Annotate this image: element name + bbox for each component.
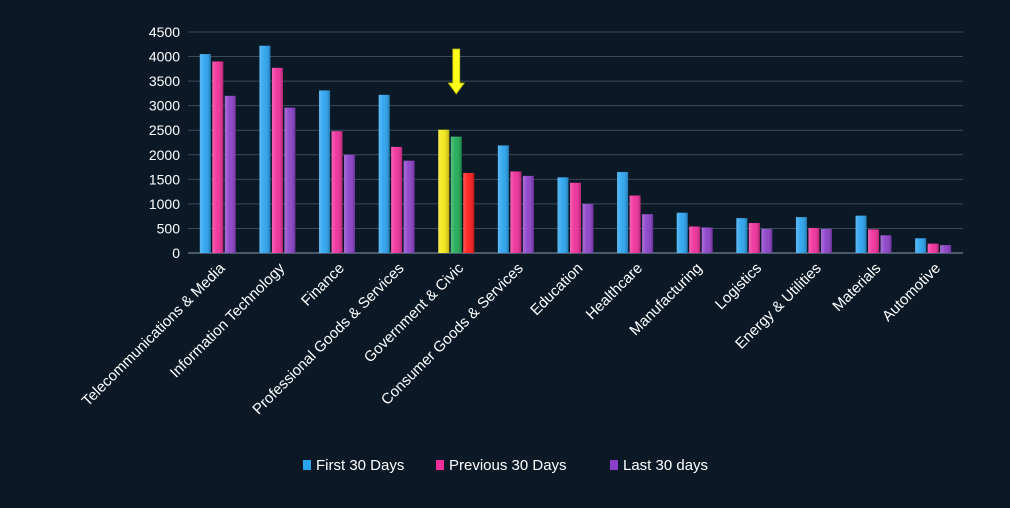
bar-shading [199,54,211,253]
legend-label: Last 30 days [623,457,708,474]
bar-shading [676,212,688,253]
x-tick-label: Automotive [879,260,944,325]
bar-shading [284,107,296,254]
bar-shading [915,238,927,253]
x-tick-label: Materials [829,260,884,315]
bar-shading [940,245,952,253]
y-tick-label: 0 [172,245,180,261]
bar-shading [271,67,283,254]
bar-shading [450,136,462,253]
legend-swatch [436,460,444,470]
bar-shading [497,145,509,253]
bar-shading [927,243,939,253]
y-tick-label: 2500 [149,122,180,138]
y-tick-label: 500 [157,220,181,236]
bar-shading [570,182,581,253]
y-tick-label: 4500 [149,24,180,40]
bar-shading [689,226,701,253]
x-tick-label: Finance [298,260,348,310]
bar-shading [463,172,475,253]
bar-shading [795,217,807,253]
y-tick-label: 1500 [149,171,180,187]
y-tick-label: 3500 [149,73,180,89]
y-tick-label: 2000 [149,147,180,163]
bar-shading [259,45,271,253]
bar-shading [868,229,880,253]
bar-shading [403,160,415,253]
bars [199,45,952,254]
legend-swatch [303,460,311,470]
bar-shading [224,95,236,253]
bar-shading [642,214,654,253]
down-arrow [447,48,466,95]
legend: First 30 Days Previous 30 Days Last 30 day… [303,457,708,474]
bar-shading [319,90,331,253]
x-tick-label: Healthcare [583,260,646,323]
bar-shading [820,228,832,253]
bar-shading [582,203,594,253]
bar-shading [344,154,356,253]
bar-shading [391,146,403,253]
bar-shading [748,223,760,253]
y-tick-label: 4000 [149,49,180,65]
bar-shading [438,129,450,253]
bar-shading [880,235,892,253]
bar-shading [808,227,820,253]
bar-shading [617,171,629,253]
y-tick-label: 3000 [149,98,180,114]
x-tick-label: Government & Civic [361,259,468,366]
bar-shading [557,177,569,253]
legend-label: Previous 30 Days [449,457,567,474]
x-tick-label: Information Technology [167,259,289,381]
bar-shading [522,175,534,253]
bar-shading [212,61,224,253]
y-axis-tick-labels: 0 500 1000 1500 2000 2500 3000 3500 4000 4500 [149,24,180,261]
bar-shading [701,227,713,253]
bar-shading [510,171,522,253]
bar-shading [855,215,867,253]
highlight-arrow [447,48,466,95]
y-tick-label: 1000 [149,196,180,212]
gridlines [188,31,963,254]
bar-shading [736,218,748,253]
bar-shading [629,195,641,253]
bar-shading [761,228,773,253]
bar-shading [331,131,343,253]
x-tick-label: Education [527,260,586,319]
x-tick-label: Logistics [712,260,765,313]
legend-swatch [610,460,618,470]
bar-shading [378,94,390,254]
legend-label: First 30 Days [316,457,404,474]
